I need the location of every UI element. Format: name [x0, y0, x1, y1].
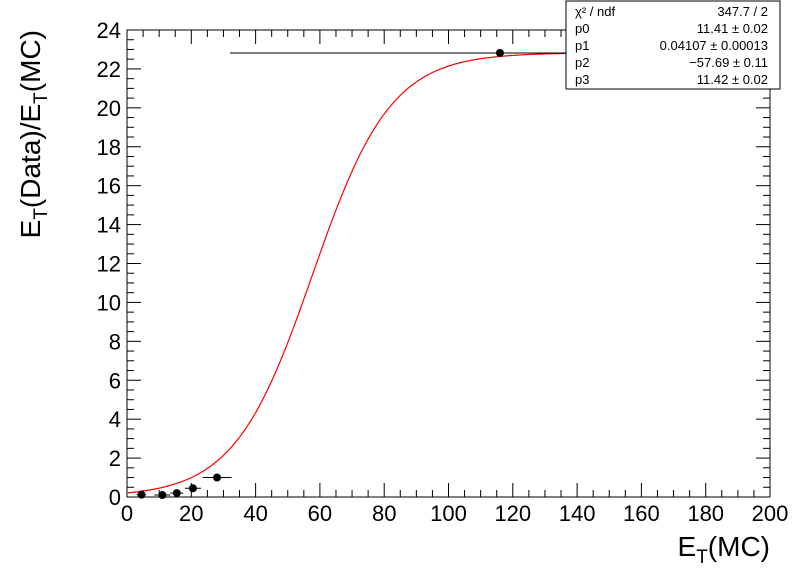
x-axis-title-sub: T: [696, 547, 708, 568]
y-tick-label: 10: [97, 290, 121, 315]
y-tick-label: 4: [109, 407, 121, 432]
data-point: [154, 491, 171, 500]
data-point: [136, 490, 147, 499]
stats-label: χ² / ndf: [575, 4, 615, 19]
y-axis-title-part1: E: [15, 220, 46, 239]
point-marker: [158, 491, 167, 500]
y-axis-title-part2: (Data)/E: [15, 104, 46, 208]
x-tick-label: 180: [687, 501, 724, 526]
y-tick-label: 20: [97, 96, 121, 121]
x-tick-label: 80: [372, 501, 396, 526]
y-tick-label: 0: [109, 485, 121, 510]
y-tick-label: 14: [97, 213, 121, 238]
fit-curve: [126, 52, 578, 494]
y-axis-title-sub2: T: [31, 92, 52, 104]
data-point: [170, 489, 184, 498]
y-tick-label: 22: [97, 57, 121, 82]
x-tick-label: 0: [121, 501, 133, 526]
y-tick-label: 18: [97, 135, 121, 160]
stats-value: 347.7 / 2: [717, 4, 768, 19]
stats-label: p0: [575, 21, 589, 36]
stats-box: χ² / ndf 347.7 / 2 p0 11.41 ± 0.02 p1 0.04107…: [565, 0, 781, 90]
x-tick-label: 40: [243, 501, 267, 526]
point-marker: [137, 490, 146, 499]
fit-curve-group: [126, 52, 578, 494]
data-point: [202, 473, 232, 482]
x-tick-label: 140: [559, 501, 596, 526]
x-tick-label: 100: [430, 501, 467, 526]
y-tick-label: 12: [97, 252, 121, 277]
y-tick-label: 6: [109, 368, 121, 393]
y-tick-label: 8: [109, 329, 121, 354]
x-tick-labels: 0 20 40 60 80 100 120 140 160 180 200: [121, 501, 788, 526]
stats-value: −57.69 ± 0.11: [689, 55, 768, 70]
y-axis-title-sub1: T: [31, 208, 52, 220]
x-tick-label: 200: [752, 501, 789, 526]
y-axis-title: ET(Data)/ET(MC): [15, 30, 52, 238]
stats-label: p3: [575, 72, 589, 87]
data-point: [184, 484, 201, 493]
stats-box-frame: [565, 0, 781, 90]
x-tick-label: 60: [308, 501, 332, 526]
point-marker: [188, 484, 197, 493]
stats-value: 11.41 ± 0.02: [697, 21, 768, 36]
x-tick-label: 160: [623, 501, 660, 526]
x-tick-label: 20: [179, 501, 203, 526]
y-tick-label: 2: [109, 446, 121, 471]
axis-ticks: [126, 29, 771, 498]
point-marker: [495, 48, 504, 57]
x-tick-label: 120: [494, 501, 531, 526]
x-axis-title-main: E: [678, 531, 697, 562]
y-axis-title-part3: (MC): [15, 30, 46, 92]
x-axis-title-rest: (MC): [708, 531, 770, 562]
stats-value: 11.42 ± 0.02: [697, 72, 768, 87]
point-marker: [172, 489, 181, 498]
y-tick-label: 16: [97, 174, 121, 199]
stats-label: p2: [575, 55, 589, 70]
stats-label: p1: [575, 38, 589, 53]
point-marker: [213, 473, 222, 482]
plot-frame: [126, 29, 771, 498]
stats-rows: χ² / ndf 347.7 / 2 p0 11.41 ± 0.02 p1 0.04107…: [575, 4, 768, 87]
data-points-group: [136, 48, 770, 500]
stats-value: 0.04107 ± 0.00013: [660, 38, 768, 53]
y-tick-label: 24: [97, 18, 121, 43]
x-axis-title: ET(MC): [678, 531, 771, 568]
